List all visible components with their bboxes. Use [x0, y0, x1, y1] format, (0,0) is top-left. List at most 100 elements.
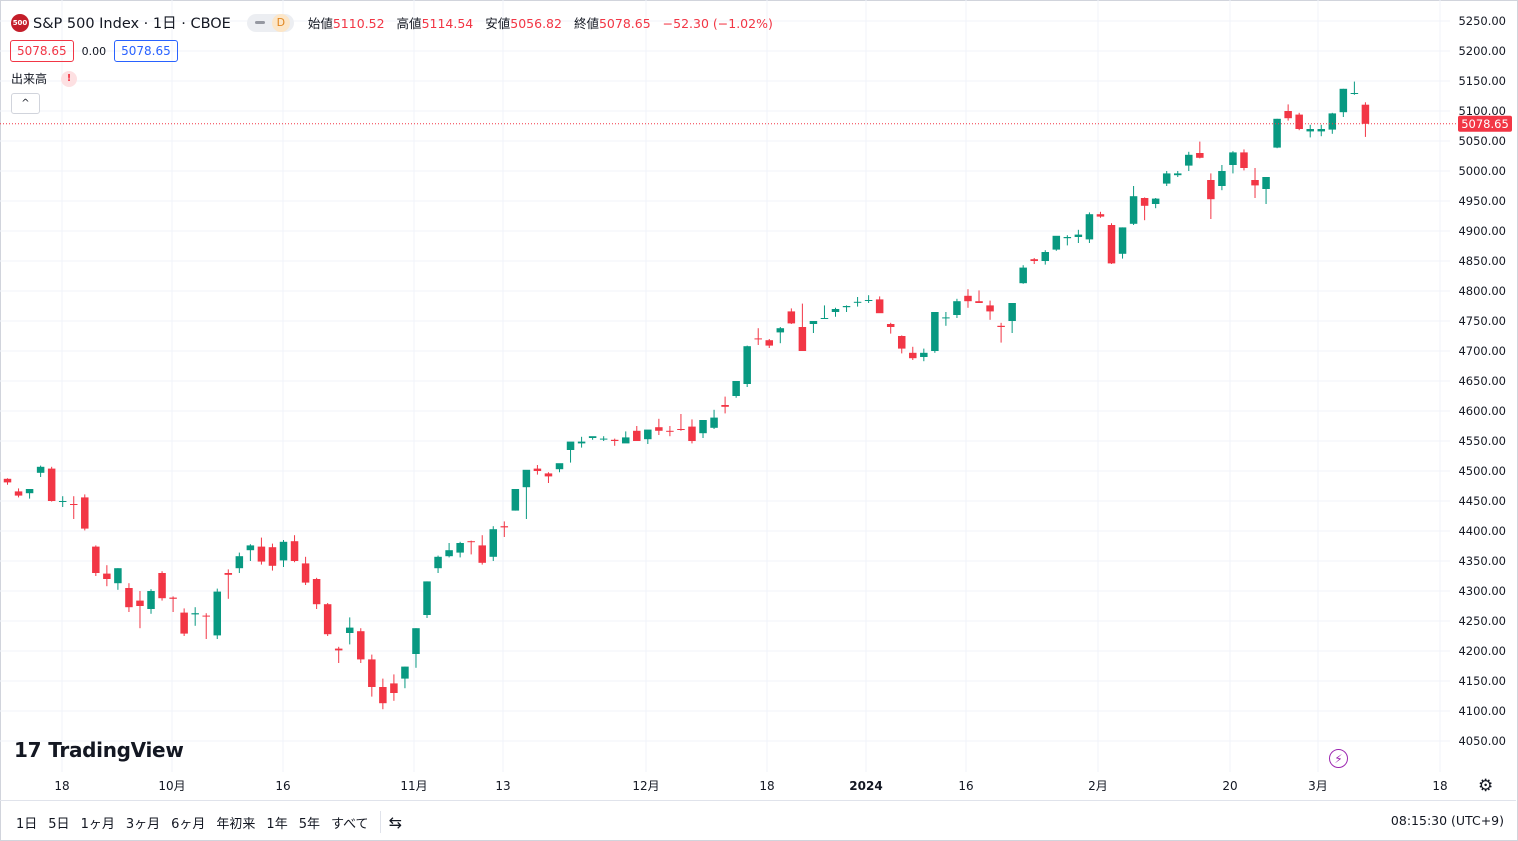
candle-body-down: [610, 439, 619, 441]
y-tick-label: 4550.00: [1458, 434, 1506, 448]
candle-body-up: [644, 429, 652, 440]
candle-body-up: [511, 489, 520, 511]
x-tick-label: 18: [54, 779, 69, 793]
range-5d[interactable]: 5日: [48, 816, 70, 832]
x-tick-label: 18: [1432, 779, 1447, 793]
candle-body-down: [268, 547, 277, 566]
candle-body-down: [47, 468, 56, 501]
y-tick-label: 5100.00: [1458, 104, 1506, 118]
bolt-icon[interactable]: ⚡: [1329, 749, 1348, 768]
candle-body-up: [1173, 173, 1182, 176]
candle-body-up: [1185, 154, 1193, 166]
gear-icon[interactable]: ⚙: [1478, 776, 1494, 796]
tradingview-logo-icon: 17: [14, 738, 42, 762]
range-selector: 1日 5日 1ヶ月 3ヶ月 6ヶ月 年初来 1年 5年 すべて ⇆: [10, 811, 402, 833]
candle-body-down: [1107, 225, 1116, 264]
range-1y[interactable]: 1年: [266, 816, 288, 832]
y-tick-label: 5150.00: [1458, 74, 1506, 88]
candle-body-up: [445, 550, 453, 557]
sell-button[interactable]: 5078.65: [10, 40, 74, 62]
candle-body-up: [864, 300, 873, 301]
calendar-range-icon[interactable]: ⇆: [388, 812, 402, 832]
candle-body-up: [577, 441, 586, 444]
y-tick-label: 4950.00: [1458, 194, 1506, 208]
close-value: 5078.65: [598, 16, 651, 31]
candle-body-down: [379, 687, 387, 704]
candle-body-up: [1317, 129, 1326, 132]
y-tick-label: 4350.00: [1458, 554, 1506, 568]
candle-body-up: [235, 556, 244, 569]
range-all[interactable]: すべて: [330, 816, 369, 832]
interval-status-pill[interactable]: D: [246, 13, 294, 32]
candle-body-up: [1162, 173, 1171, 184]
range-3m[interactable]: 3ヶ月: [125, 816, 161, 832]
candle-body-down: [103, 573, 111, 579]
range-1m[interactable]: 1ヶ月: [80, 816, 115, 832]
collapse-legend-button[interactable]: ^: [11, 93, 40, 114]
candle-body-down: [312, 579, 321, 605]
candle-body-down: [290, 541, 299, 561]
candle-body-up: [246, 545, 255, 551]
candle-body-up: [1052, 235, 1061, 250]
y-tick-label: 4100.00: [1458, 704, 1506, 718]
status-dash-icon: [254, 21, 265, 24]
candle-body-down: [334, 648, 343, 651]
candle-body-up: [1273, 118, 1281, 148]
volume-indicator[interactable]: 出来高 !: [11, 70, 78, 87]
price-chart[interactable]: 4050.00 4100.00 4150.00 4200.00 4250.00 4300.…: [0, 0, 1518, 800]
candle-body-down: [787, 311, 796, 324]
candle-body-down: [765, 340, 774, 346]
range-ytd[interactable]: 年初来: [216, 816, 256, 832]
y-tick-label: 4450.00: [1458, 494, 1506, 508]
candle-body-up: [58, 501, 67, 502]
range-1d[interactable]: 1日: [16, 816, 38, 832]
volume-label: 出来高: [11, 72, 48, 86]
candle-body-up: [831, 309, 840, 312]
tradingview-watermark[interactable]: 17 TradingView: [14, 738, 184, 762]
candle-body-down: [368, 659, 376, 687]
candle-body-down: [754, 338, 762, 340]
candle-body-down: [798, 327, 807, 351]
buy-button[interactable]: 5078.65: [114, 40, 178, 62]
y-tick-label: 4300.00: [1458, 584, 1506, 598]
candle-body-down: [533, 468, 542, 471]
candle-body-down: [886, 324, 895, 327]
range-5y[interactable]: 5年: [298, 816, 320, 832]
range-6m[interactable]: 6ヶ月: [171, 816, 206, 832]
candle-body-up: [820, 318, 829, 319]
candle-body-down: [1196, 153, 1204, 158]
y-tick-label: 5200.00: [1458, 44, 1506, 58]
candle-body-up: [1085, 214, 1094, 240]
candle-body-up: [1229, 152, 1237, 165]
y-tick-label: 4200.00: [1458, 644, 1506, 658]
candle-body-down: [964, 295, 972, 302]
candle-body-down: [986, 305, 994, 312]
candle-body-down: [390, 683, 398, 693]
candle-body-up: [621, 437, 630, 444]
clock[interactable]: 08:15:30 (UTC+9): [1390, 813, 1504, 828]
candle-body-up: [25, 489, 34, 494]
symbol-title[interactable]: S&P 500 Index · 1日 · CBOE: [33, 16, 231, 32]
x-tick-label: 2024: [849, 779, 882, 793]
spread-value: 0.00: [81, 44, 107, 58]
x-tick-label: 16: [958, 779, 973, 793]
candle-body-up: [36, 466, 45, 473]
candle-body-up: [1339, 88, 1348, 113]
chart-legend: 500 S&P 500 Index · 1日 · CBOE D 始値5110.5…: [11, 12, 781, 33]
y-tick-label: 5250.00: [1458, 14, 1506, 28]
candle-body-up: [522, 469, 531, 488]
candle-body-up: [920, 352, 928, 357]
candle-body-down: [169, 597, 177, 599]
y-tick-label: 4750.00: [1458, 314, 1506, 328]
quote-row: 5078.65 0.00 5078.65: [10, 40, 178, 62]
candle-body-down: [202, 615, 210, 617]
candle-body-down: [1361, 104, 1370, 124]
candle-body-down: [544, 473, 553, 477]
candle-body-up: [599, 438, 608, 440]
warning-icon[interactable]: !: [61, 70, 78, 87]
candle-body-down: [158, 573, 166, 599]
candle-body-down: [666, 430, 674, 432]
chevron-up-icon: ^: [21, 98, 30, 109]
low-label: 安値: [485, 16, 511, 31]
change-value: −52.30 (−1.02%): [662, 16, 773, 31]
